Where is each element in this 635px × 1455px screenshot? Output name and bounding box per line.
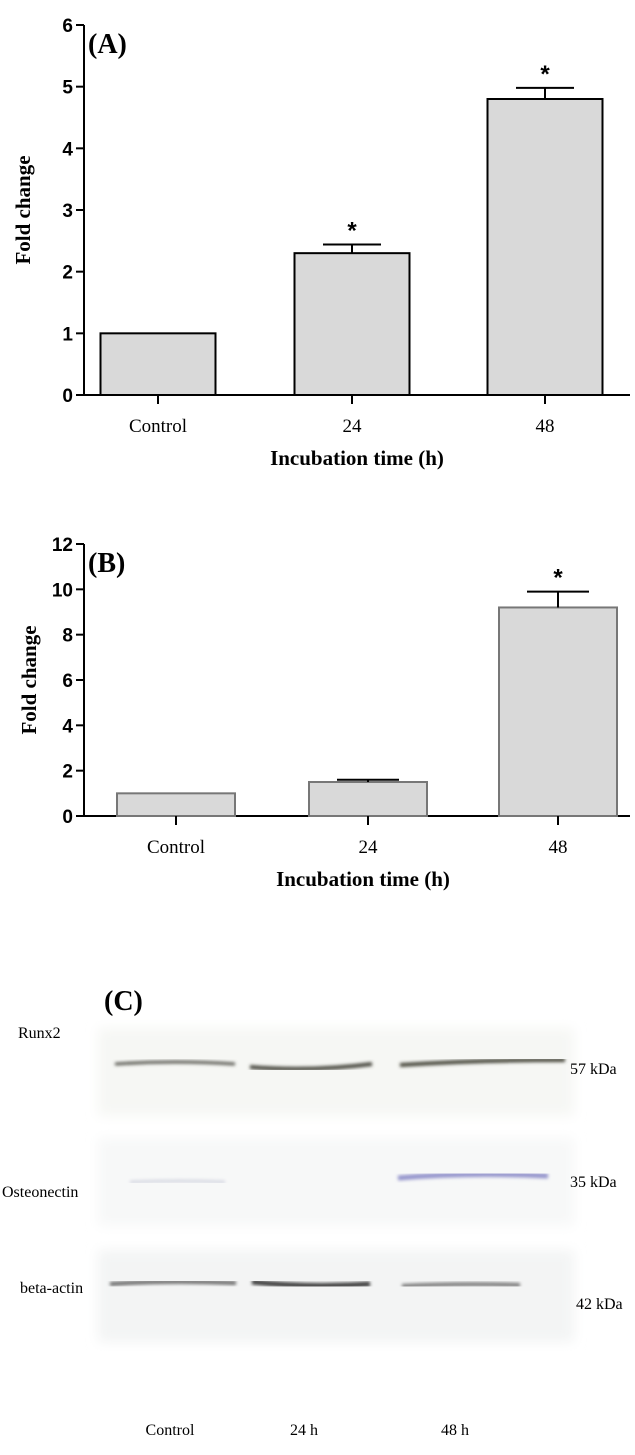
x-axis-title: Incubation time (h)	[276, 867, 450, 891]
bar-48	[486, 98, 604, 396]
x-tick-label: Control	[147, 837, 205, 858]
bar-48	[498, 606, 618, 818]
y-tick-label: 2	[62, 263, 73, 284]
kda-label-osteonectin: 35 kDa	[570, 1174, 617, 1191]
band-osteonectin-faint	[129, 1179, 226, 1184]
bar-24	[293, 252, 411, 396]
protein-label-osteonectin: Osteonectin	[2, 1184, 78, 1201]
bar-24	[308, 781, 428, 817]
bar-control	[99, 332, 217, 397]
kda-label-beta-actin: 42 kDa	[576, 1296, 623, 1313]
lane-label-48h: 48 h	[441, 1422, 469, 1439]
y-tick-label: 6	[62, 16, 73, 37]
band-beta-actin-24h	[251, 1279, 371, 1289]
y-axis-title: Fold change	[11, 155, 35, 264]
band-beta-actin-48h	[401, 1282, 521, 1288]
panel-a: 0 1 2 3 4 5 6 Control * 24 * 48 Incubation time (h) F…	[0, 0, 635, 500]
significance-marker: *	[553, 565, 563, 592]
band-osteonectin-48h	[397, 1171, 549, 1181]
panel-c-label: (C)	[104, 990, 143, 1017]
y-tick-label: 12	[52, 535, 73, 556]
lane-label-control: Control	[146, 1422, 195, 1439]
y-tick-label: 6	[62, 671, 73, 692]
x-tick-label: 24	[343, 416, 363, 437]
y-tick-label: 2	[62, 762, 73, 783]
x-tick-label: Control	[129, 416, 187, 437]
x-tick-label: 48	[549, 837, 568, 858]
y-tick-label: 0	[62, 807, 73, 828]
x-tick-label: 48	[536, 416, 555, 437]
western-blot: (C) Runx2 Osteonectin beta-actin 57 kDa …	[2, 986, 623, 1439]
panel-b: 0 2 4 6 8 10 12 Control 24 * 48 Incubation time (h)…	[0, 520, 635, 920]
lane-label-24h: 24 h	[290, 1422, 318, 1439]
y-tick-label: 4	[62, 139, 73, 160]
blot-strip-beta-actin	[98, 1250, 574, 1342]
y-tick-label: 4	[62, 716, 73, 737]
y-tick-label: 10	[52, 580, 73, 601]
significance-marker: *	[347, 218, 357, 245]
panel-label: (B)	[88, 548, 125, 579]
y-tick-label: 0	[62, 386, 73, 407]
band-runx2-48h	[399, 1058, 566, 1067]
panel-c-western-blot: (C) Runx2 Osteonectin beta-actin 57 kDa …	[0, 986, 635, 1450]
band-runx2-24h	[249, 1062, 373, 1071]
bar-control	[116, 792, 236, 818]
x-axis-title: Incubation time (h)	[270, 446, 444, 470]
band-beta-actin-control	[109, 1279, 237, 1286]
panel-label: (A)	[88, 29, 127, 60]
y-tick-label: 1	[62, 324, 73, 345]
kda-label-runx2: 57 kDa	[570, 1061, 617, 1078]
significance-marker: *	[540, 61, 550, 88]
y-tick-label: 5	[62, 78, 73, 99]
band-runx2-control	[114, 1060, 236, 1066]
protein-label-runx2: Runx2	[18, 1025, 61, 1042]
y-tick-label: 8	[62, 626, 73, 647]
y-tick-label: 3	[62, 201, 73, 222]
blot-strip-runx2	[98, 1028, 574, 1116]
x-tick-label: 24	[359, 837, 379, 858]
y-axis-title: Fold change	[17, 625, 41, 734]
protein-label-beta-actin: beta-actin	[20, 1280, 83, 1297]
bar-chart-a: 0 1 2 3 4 5 6 Control * 24 * 48 Incubation time (h) F…	[11, 16, 630, 470]
